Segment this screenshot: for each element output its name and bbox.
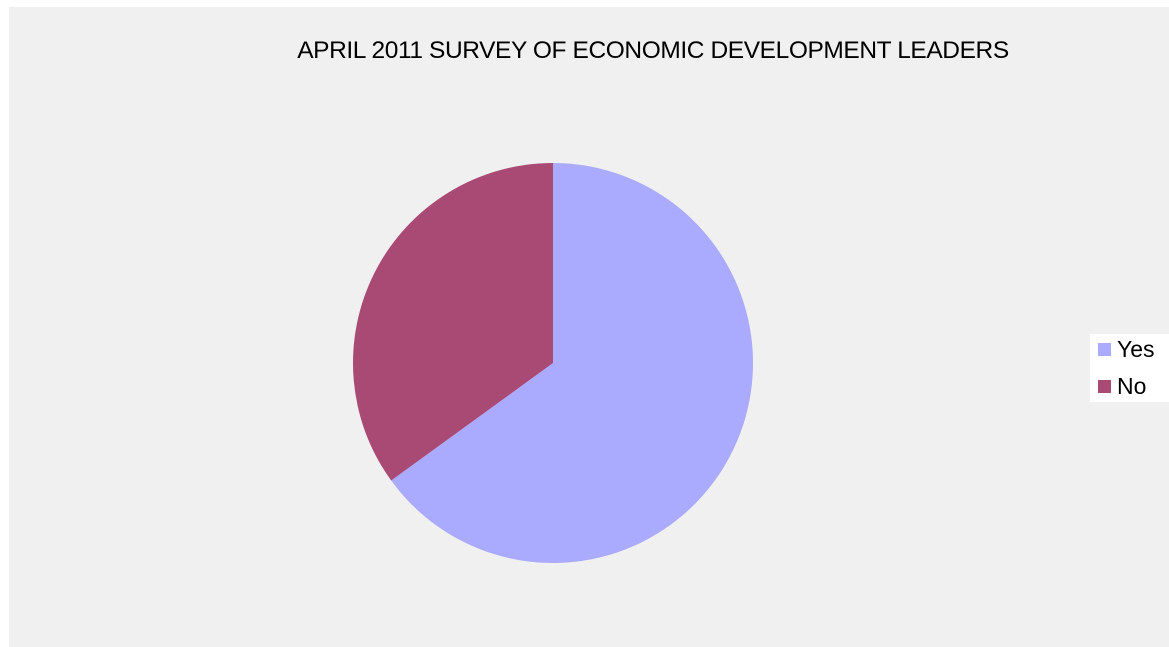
legend: Yes No	[1090, 334, 1169, 402]
legend-swatch	[1098, 342, 1111, 356]
legend-swatch	[1098, 379, 1111, 393]
legend-item-yes: Yes	[1098, 334, 1155, 364]
legend-label: Yes	[1117, 335, 1155, 362]
chart-area: APRIL 2011 SURVEY OF ECONOMIC DEVELOPMEN…	[9, 7, 1169, 647]
chart-title: APRIL 2011 SURVEY OF ECONOMIC DEVELOPMEN…	[297, 37, 1009, 64]
pie-slice-no	[352, 163, 553, 481]
legend-label: No	[1117, 372, 1147, 399]
legend-item-no: No	[1098, 371, 1146, 401]
pie-slice-yes	[391, 163, 753, 563]
pie-chart	[352, 163, 753, 563]
